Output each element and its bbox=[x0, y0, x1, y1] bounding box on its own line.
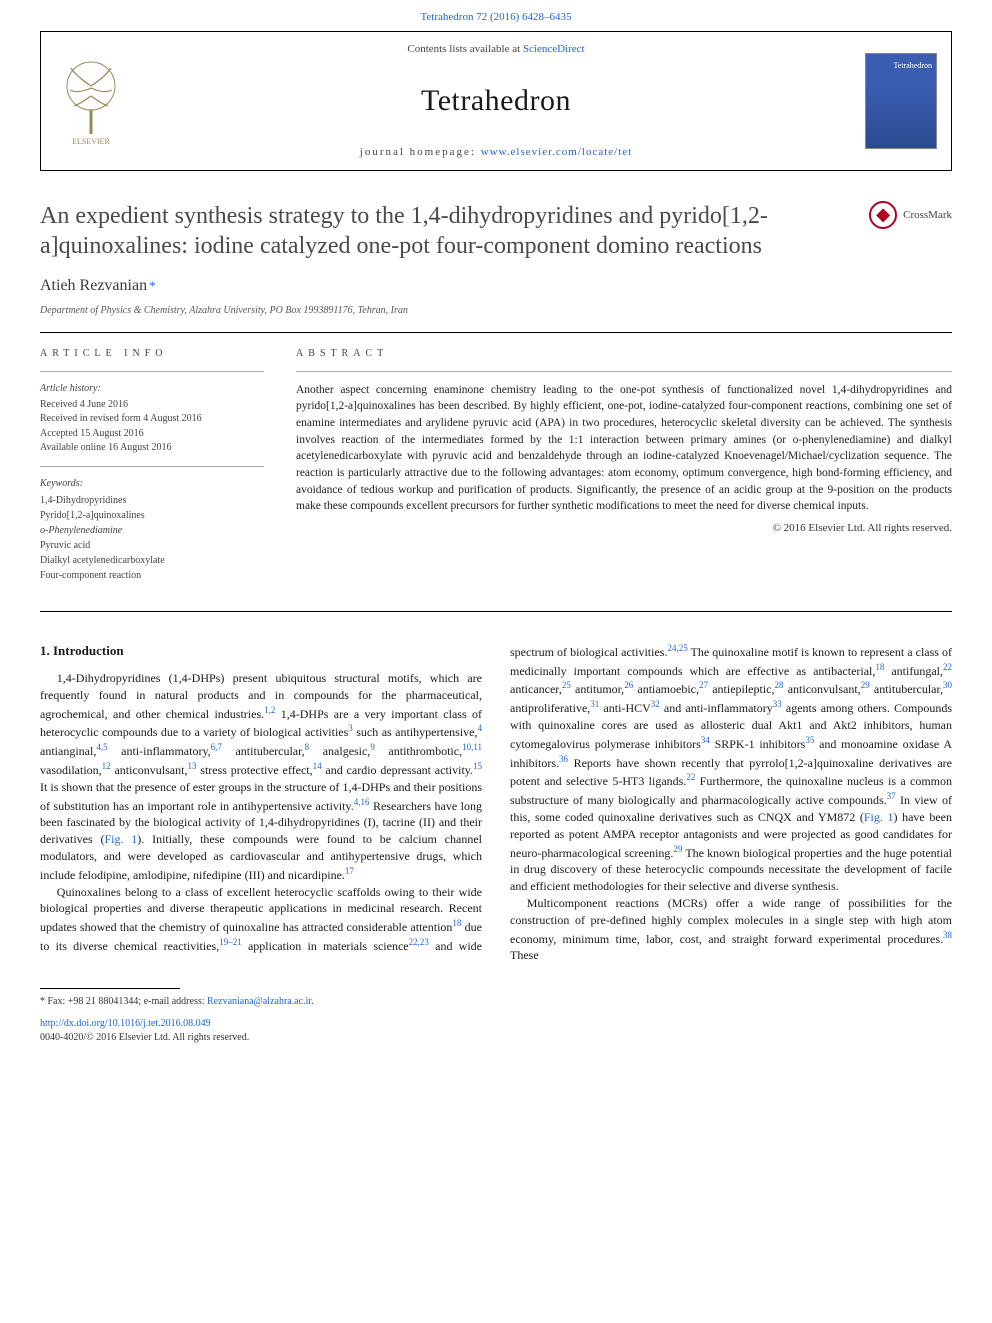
abstract-heading: abstract bbox=[296, 347, 952, 361]
ref-22c[interactable]: 22 bbox=[686, 772, 695, 782]
ref-33[interactable]: 33 bbox=[773, 699, 782, 709]
journal-homepage: journal homepage: www.elsevier.com/locat… bbox=[360, 145, 632, 160]
history-label: Article history: bbox=[40, 382, 264, 396]
footer-rule bbox=[40, 988, 180, 989]
keyword-0: 1,4-Dihydropyridines bbox=[40, 493, 264, 508]
ref-4-5[interactable]: 4,5 bbox=[96, 742, 107, 752]
elsevier-tree-icon: ELSEVIER bbox=[56, 56, 126, 146]
cover-image: Tetrahedron bbox=[865, 53, 937, 149]
crossmark-label: CrossMark bbox=[903, 208, 952, 223]
keywords-label: Keywords: bbox=[40, 477, 264, 491]
homepage-link[interactable]: www.elsevier.com/locate/tet bbox=[481, 146, 633, 158]
history-line-3: Available online 16 August 2016 bbox=[40, 441, 264, 456]
elsevier-logo[interactable]: ELSEVIER bbox=[41, 32, 141, 170]
keyword-2: o-Phenylenediamine bbox=[40, 523, 264, 538]
ref-14[interactable]: 14 bbox=[313, 761, 322, 771]
ref-26[interactable]: 26 bbox=[624, 680, 633, 690]
history-line-0: Received 4 June 2016 bbox=[40, 398, 264, 413]
info-sep-2 bbox=[40, 466, 264, 467]
header-center: Contents lists available at ScienceDirec… bbox=[141, 32, 851, 170]
crossmark-icon bbox=[869, 201, 897, 229]
author-line: Atieh Rezvanian* bbox=[40, 275, 952, 297]
info-sep-1 bbox=[40, 371, 264, 372]
article-title: An expedient synthesis strategy to the 1… bbox=[40, 201, 820, 261]
crossmark-badge[interactable]: CrossMark bbox=[869, 201, 952, 229]
ref-4-16[interactable]: 4,16 bbox=[354, 797, 370, 807]
ref-6-7[interactable]: 6,7 bbox=[211, 742, 222, 752]
ref-36[interactable]: 36 bbox=[559, 754, 568, 764]
keyword-5: Four-component reaction bbox=[40, 568, 264, 583]
ref-17[interactable]: 17 bbox=[345, 866, 354, 876]
ref-4[interactable]: 4 bbox=[477, 723, 482, 733]
abstract-copyright: © 2016 Elsevier Ltd. All rights reserved… bbox=[296, 521, 952, 536]
keyword-3: Pyruvic acid bbox=[40, 538, 264, 553]
article-info: article info Article history: Received 4… bbox=[40, 333, 280, 597]
ref-1-2[interactable]: 1,2 bbox=[264, 705, 275, 715]
history-line-2: Accepted 15 August 2016 bbox=[40, 427, 264, 442]
intro-para-1: 1,4-Dihydropyridines (1,4-DHPs) present … bbox=[40, 670, 482, 884]
ref-28[interactable]: 28 bbox=[775, 680, 784, 690]
ref-12[interactable]: 12 bbox=[102, 761, 111, 771]
ref-29[interactable]: 29 bbox=[861, 680, 870, 690]
keyword-1: Pyrido[1,2-a]quinoxalines bbox=[40, 508, 264, 523]
corresponding-mark: * bbox=[149, 278, 156, 293]
ref-27[interactable]: 27 bbox=[699, 680, 708, 690]
fig1-link-a[interactable]: Fig. 1 bbox=[104, 832, 137, 846]
rights-line: 0040-4020/© 2016 Elsevier Ltd. All right… bbox=[40, 1031, 952, 1045]
ref-24-25[interactable]: 24,25 bbox=[667, 643, 687, 653]
ref-38[interactable]: 38 bbox=[943, 930, 952, 940]
contents-prefix: Contents lists available at bbox=[407, 43, 522, 55]
body-columns: 1. Introduction 1,4-Dihydropyridines (1,… bbox=[40, 642, 952, 964]
corresponding-author: * Fax: +98 21 88041344; e-mail address: … bbox=[40, 995, 952, 1009]
sciencedirect-link[interactable]: ScienceDirect bbox=[523, 43, 585, 55]
keyword-4: Dialkyl acetylenedicarboxylate bbox=[40, 553, 264, 568]
author-email-link[interactable]: Rezvaniana@alzahra.ac.ir bbox=[207, 996, 311, 1007]
abstract-sep bbox=[296, 371, 952, 372]
abstract: abstract Another aspect concerning enami… bbox=[280, 333, 952, 597]
journal-name: Tetrahedron bbox=[421, 80, 571, 122]
journal-header: ELSEVIER Contents lists available at Sci… bbox=[40, 31, 952, 171]
cover-title: Tetrahedron bbox=[893, 60, 932, 71]
homepage-prefix: journal homepage: bbox=[360, 146, 481, 158]
affiliation: Department of Physics & Chemistry, Alzah… bbox=[40, 304, 952, 318]
ref-31[interactable]: 31 bbox=[590, 699, 599, 709]
abstract-text: Another aspect concerning enaminone chem… bbox=[296, 382, 952, 515]
ref-37[interactable]: 37 bbox=[887, 791, 896, 801]
info-abstract-row: article info Article history: Received 4… bbox=[40, 333, 952, 597]
ref-35[interactable]: 35 bbox=[805, 735, 814, 745]
footer: * Fax: +98 21 88041344; e-mail address: … bbox=[40, 988, 952, 1045]
ref-30[interactable]: 30 bbox=[943, 680, 952, 690]
title-block: An expedient synthesis strategy to the 1… bbox=[40, 201, 952, 261]
ref-22b[interactable]: 22 bbox=[943, 662, 952, 672]
intro-para-3: Multicomponent reactions (MCRs) offer a … bbox=[510, 895, 952, 964]
ref-15[interactable]: 15 bbox=[473, 761, 482, 771]
article-info-heading: article info bbox=[40, 347, 264, 361]
ref-34[interactable]: 34 bbox=[701, 735, 710, 745]
fig1-link-b[interactable]: Fig. 1 bbox=[864, 810, 894, 824]
doi-link[interactable]: http://dx.doi.org/10.1016/j.tet.2016.08.… bbox=[40, 1017, 952, 1031]
history-line-1: Received in revised form 4 August 2016 bbox=[40, 412, 264, 427]
ref-25[interactable]: 25 bbox=[562, 680, 571, 690]
author-name: Atieh Rezvanian bbox=[40, 277, 147, 294]
journal-reference: Tetrahedron 72 (2016) 6428–6435 bbox=[0, 0, 992, 31]
ref-22-23[interactable]: 22,23 bbox=[409, 937, 429, 947]
ref-10-11[interactable]: 10,11 bbox=[462, 742, 482, 752]
svg-text:ELSEVIER: ELSEVIER bbox=[72, 137, 110, 146]
contents-available: Contents lists available at ScienceDirec… bbox=[407, 42, 584, 57]
section-heading-intro: 1. Introduction bbox=[40, 642, 482, 660]
rule-bottom bbox=[40, 611, 952, 612]
ref-19-21[interactable]: 19–21 bbox=[219, 937, 242, 947]
ref-32[interactable]: 32 bbox=[651, 699, 660, 709]
journal-cover-thumb[interactable]: Tetrahedron bbox=[851, 32, 951, 170]
